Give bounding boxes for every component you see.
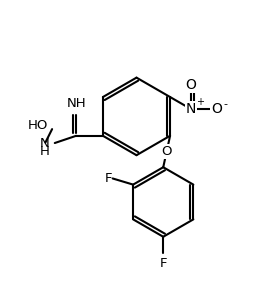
Text: O: O: [185, 78, 196, 92]
Text: NH: NH: [66, 97, 86, 110]
Text: +: +: [196, 97, 204, 108]
Text: O: O: [161, 145, 172, 158]
Text: N: N: [40, 137, 49, 150]
Text: N: N: [186, 102, 196, 116]
Text: -: -: [224, 99, 228, 109]
Text: HO: HO: [28, 119, 48, 132]
Text: F: F: [159, 257, 167, 270]
Text: O: O: [211, 102, 222, 116]
Text: H: H: [40, 145, 49, 158]
Text: F: F: [105, 172, 112, 185]
